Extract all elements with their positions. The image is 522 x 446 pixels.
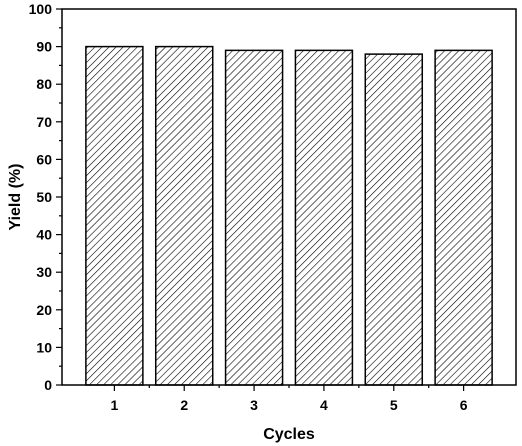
bars-group xyxy=(85,45,493,386)
y-tick-label: 90 xyxy=(36,39,52,55)
y-tick-label: 60 xyxy=(36,151,52,167)
y-tick-label: 30 xyxy=(36,264,52,280)
plot-frame xyxy=(61,8,517,386)
x-tick-label: 4 xyxy=(320,397,328,413)
y-tick-label: 50 xyxy=(36,189,52,205)
x-tick-label: 5 xyxy=(390,397,398,413)
bar-cycle-6 xyxy=(434,49,493,386)
x-tick-label: 1 xyxy=(110,397,118,413)
x-axis-ticks: 1 2 3 4 5 6 xyxy=(110,385,468,413)
bar-cycle-3 xyxy=(224,49,284,386)
y-axis-ticks: 0 10 20 30 40 50 60 70 80 90 100 xyxy=(29,1,62,393)
x-tick-label: 6 xyxy=(460,397,468,413)
bar-cycle-4 xyxy=(294,49,354,386)
x-tick-label: 2 xyxy=(180,397,188,413)
y-tick-label: 0 xyxy=(44,377,52,393)
x-tick-label: 3 xyxy=(250,397,258,413)
bar-cycle-5 xyxy=(364,53,424,386)
y-tick-label: 20 xyxy=(36,302,52,318)
y-axis-title: Yield (%) xyxy=(7,164,24,231)
y-tick-label: 100 xyxy=(29,1,53,17)
bar-cycle-1 xyxy=(85,45,144,386)
y-tick-label: 40 xyxy=(36,227,52,243)
y-tick-label: 10 xyxy=(36,339,52,355)
y-tick-label: 70 xyxy=(36,114,52,130)
bar-cycle-2 xyxy=(154,45,214,386)
y-tick-label: 80 xyxy=(36,76,52,92)
x-axis-title: Cycles xyxy=(263,426,315,443)
